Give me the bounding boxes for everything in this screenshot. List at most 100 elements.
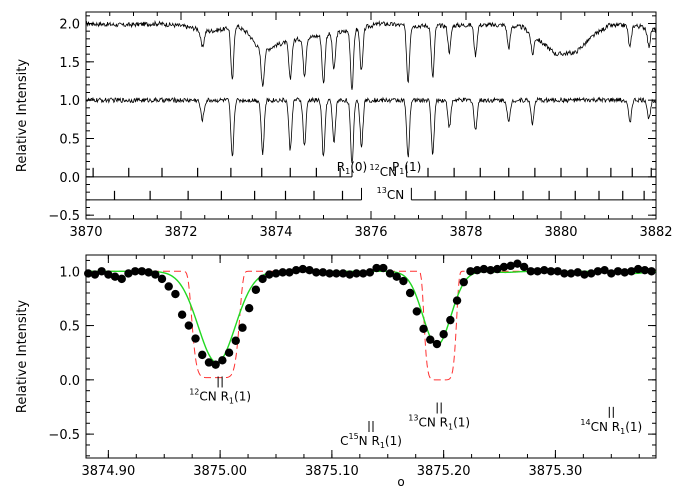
y-axis-label: Relative Intensity	[15, 300, 30, 413]
data-point	[472, 266, 482, 275]
data-point	[358, 269, 368, 278]
branch-annotation: R1(0)	[337, 160, 367, 176]
data-point	[231, 336, 240, 345]
data-point	[385, 269, 395, 278]
branch-subscript: 1	[229, 396, 234, 405]
y-tick-label: 0.0	[59, 374, 80, 389]
data-point	[519, 262, 529, 272]
molecule-label: C	[340, 434, 348, 448]
data-point	[130, 267, 140, 276]
data-point	[244, 303, 254, 313]
branch-j: (0)	[350, 160, 367, 174]
branch-j: (1)	[453, 416, 470, 430]
data-point	[533, 267, 542, 276]
data-point	[573, 268, 582, 277]
line-id-label: 14CN R1(1)	[580, 418, 642, 436]
data-point	[560, 269, 569, 278]
x-tick-label: 3875.10	[305, 464, 359, 479]
line-id-label: 13CN R1(1)	[408, 414, 470, 432]
data-point	[305, 266, 314, 275]
data-point	[593, 267, 603, 276]
data-point	[251, 285, 261, 294]
y-tick-label: 1.0	[59, 94, 80, 109]
data-point	[432, 339, 442, 349]
x-tick-label: 3875.00	[193, 464, 247, 479]
data-point	[379, 263, 388, 273]
data-point	[600, 266, 609, 275]
data-point	[110, 272, 120, 281]
data-point	[164, 282, 173, 291]
y-tick-label: 1.0	[59, 265, 80, 280]
branch-letter: R	[337, 160, 345, 174]
y-tick-label: 1.5	[59, 56, 80, 71]
marker-row-label: 13CN	[377, 186, 405, 202]
branch-subscript: 1	[345, 167, 350, 176]
data-point	[580, 270, 589, 279]
data-point	[117, 274, 126, 284]
data-point	[191, 334, 200, 343]
branch-subscript: 1	[448, 423, 453, 432]
x-tick-label: 3882	[639, 225, 672, 240]
data-point	[144, 268, 153, 277]
y-tick-label: 2.0	[59, 18, 80, 33]
data-point	[291, 266, 301, 275]
data-point	[540, 266, 549, 275]
branch-letter: R	[440, 416, 448, 430]
molecule-label: CN	[387, 188, 404, 202]
data-point	[184, 321, 194, 330]
x-tick-label: 3874	[259, 225, 292, 240]
data-point	[151, 270, 160, 279]
data-point	[177, 310, 187, 319]
data-point	[586, 269, 596, 278]
branch-j: (1)	[385, 434, 402, 448]
isotope-superscript: 15	[348, 432, 358, 441]
data-point	[459, 277, 468, 287]
data-point	[553, 267, 562, 276]
data-point	[137, 267, 147, 276]
data-point	[224, 348, 234, 357]
spectrum-series-1	[85, 19, 657, 90]
data-point	[97, 267, 106, 276]
top-frame	[85, 11, 657, 220]
x-tick-label: 3875.30	[529, 464, 583, 479]
branch-letter: R	[221, 389, 229, 403]
data-point	[647, 267, 656, 276]
data-point	[332, 269, 341, 278]
data-point	[640, 266, 650, 275]
data-point	[613, 267, 623, 276]
data-point	[439, 330, 448, 339]
data-point	[566, 269, 576, 278]
data-point	[499, 262, 509, 272]
data-point	[365, 268, 375, 277]
data-point	[157, 274, 167, 284]
data-point	[513, 259, 522, 268]
y-tick-label: 0.5	[59, 133, 80, 148]
data-point	[90, 270, 100, 279]
line-id-label: 12CN R1(1)	[189, 387, 251, 405]
branch-annotation: P1(1)	[392, 160, 421, 176]
branch-subscript: 1	[380, 441, 385, 450]
data-point	[218, 356, 227, 365]
data-point	[446, 315, 455, 325]
line-id-label: C15N R1(1)	[340, 432, 402, 450]
x-tick-label: 3876	[354, 225, 387, 240]
data-point	[124, 269, 133, 278]
molecule-label-2: N	[359, 434, 372, 448]
branch-j: (1)	[404, 160, 421, 174]
y-tick-label: −0.5	[48, 209, 80, 224]
data-point	[278, 268, 287, 277]
data-point	[211, 360, 220, 369]
x-axis-label-partial: o	[397, 475, 404, 487]
branch-j: (1)	[625, 420, 642, 434]
data-point	[104, 270, 113, 279]
data-point	[633, 264, 643, 274]
data-point	[546, 267, 556, 276]
y-tick-label: 0.0	[59, 171, 80, 186]
marker-row-label: 12CN	[370, 163, 398, 179]
x-tick-label: 3870	[69, 225, 102, 240]
data-point	[627, 267, 636, 276]
data-point	[285, 268, 294, 277]
x-tick-label: 3872	[164, 225, 197, 240]
isotope-superscript: 13	[377, 186, 387, 195]
branch-letter: R	[612, 420, 620, 434]
